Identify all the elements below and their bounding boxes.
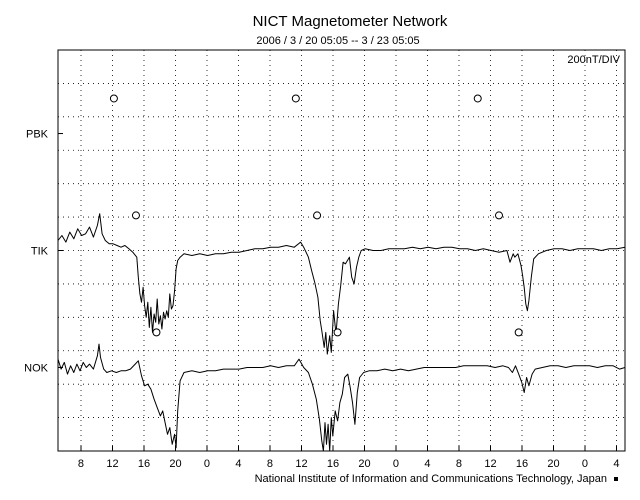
trace-nok — [57, 343, 626, 452]
x-axis: 8 12 16 20 0 4 8 12 16 20 0 4 8 12 16 20 0 4 — [78, 446, 620, 470]
marker-nok — [514, 328, 523, 337]
x-tick-label: 4 — [613, 458, 619, 470]
station-label-nok: NOK — [24, 362, 49, 374]
x-tick-label: 20 — [169, 458, 181, 470]
chart-title: NICT Magnetometer Network — [253, 13, 448, 30]
corner-mark — [614, 477, 618, 481]
marker-pbk — [291, 94, 300, 103]
x-tick-label: 12 — [295, 458, 307, 470]
x-tick-label: 20 — [547, 458, 559, 470]
marker-pbk — [109, 94, 118, 103]
station-labels: PBK TIK NOK — [24, 129, 63, 374]
marker-tik — [495, 211, 503, 220]
chart-subtitle: 2006 / 3 / 20 05:05 -- 3 / 23 05:05 — [256, 35, 419, 47]
trace-tik — [57, 213, 626, 355]
x-tick-label: 16 — [327, 458, 339, 470]
marker-nok — [152, 328, 161, 337]
x-tick-label: 16 — [516, 458, 528, 470]
x-tick-label: 0 — [582, 458, 588, 470]
x-tick-label: 8 — [78, 458, 84, 470]
markers — [109, 94, 523, 337]
x-tick-label: 0 — [204, 458, 210, 470]
scale-label: 200nT/DIV — [567, 54, 620, 66]
x-tick-label: 16 — [138, 458, 150, 470]
credit-text: National Institute of Information and Co… — [255, 473, 607, 485]
marker-nok — [333, 328, 342, 337]
x-tick-label: 12 — [106, 458, 118, 470]
x-tick-label: 4 — [235, 458, 241, 470]
x-tick-label: 12 — [484, 458, 496, 470]
traces — [57, 213, 626, 452]
x-tick-label: 4 — [424, 458, 430, 470]
marker-tik — [313, 211, 322, 220]
grid — [58, 50, 625, 451]
station-label-pbk: PBK — [26, 129, 49, 141]
marker-pbk — [473, 94, 482, 103]
x-tick-label: 20 — [358, 458, 370, 470]
x-tick-label: 0 — [393, 458, 399, 470]
station-label-tik: TIK — [31, 246, 49, 258]
x-tick-label: 8 — [456, 458, 462, 470]
x-tick-label: 8 — [267, 458, 273, 470]
marker-tik — [131, 211, 140, 220]
